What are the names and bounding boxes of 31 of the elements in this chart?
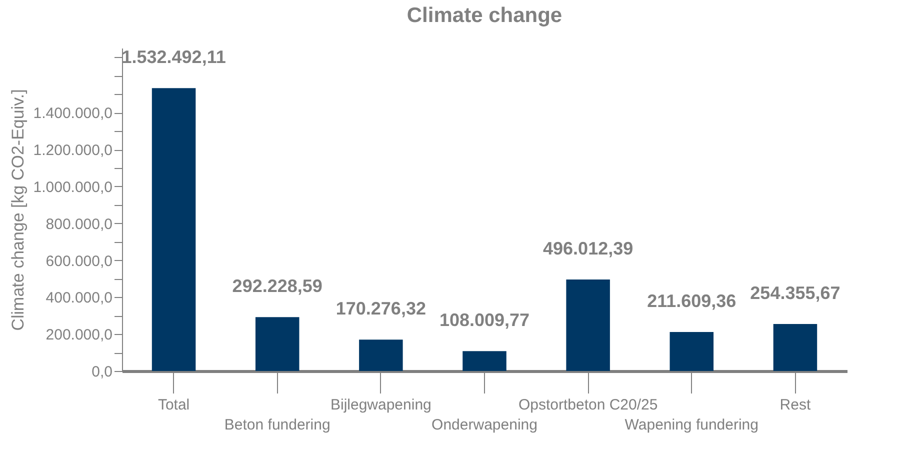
x-tick-label: Opstortbeton C20/25: [518, 396, 658, 414]
bar: [462, 351, 506, 371]
data-label: 108.009,77: [439, 310, 530, 330]
bar: [670, 332, 714, 371]
x-tick-label: Beton fundering: [224, 416, 330, 434]
bar: [773, 324, 818, 371]
x-tick-label: Rest: [780, 396, 812, 414]
y-tick-label: 0,0: [92, 364, 112, 380]
bar: [255, 317, 300, 371]
x-tick-label: Onderwapening: [432, 416, 538, 434]
y-tick-label: 200.000,0: [46, 326, 112, 344]
y-tick-label: 1.000.000,0: [33, 178, 112, 196]
x-tick-label: Bijlegwapening: [330, 396, 432, 414]
x-tick-label: Wapening fundering: [624, 416, 758, 434]
data-label: 1.532.492,11: [122, 47, 226, 68]
data-label: 170.276,32: [336, 298, 426, 319]
y-tick-label: 1.400.000,0: [33, 105, 112, 122]
bar: [566, 279, 610, 371]
y-tick-label: 800.000,0: [46, 216, 112, 233]
data-label: 496.012,39: [543, 238, 634, 258]
bar: [359, 340, 403, 371]
y-axis-title: Climate change [kg CO2-Equiv.]: [8, 89, 28, 331]
data-label: 254.355,67: [750, 283, 840, 304]
y-tick-label: 600.000,0: [46, 252, 112, 270]
chart-title: Climate change: [406, 4, 562, 27]
y-tick-label: 400.000,0: [46, 290, 112, 307]
y-tick-label: 1.200.000,0: [33, 142, 112, 160]
bar: [152, 88, 196, 371]
x-tick-label: Total: [158, 396, 190, 414]
data-label: 211.609,36: [647, 290, 736, 311]
data-label: 292.228,59: [232, 276, 322, 296]
